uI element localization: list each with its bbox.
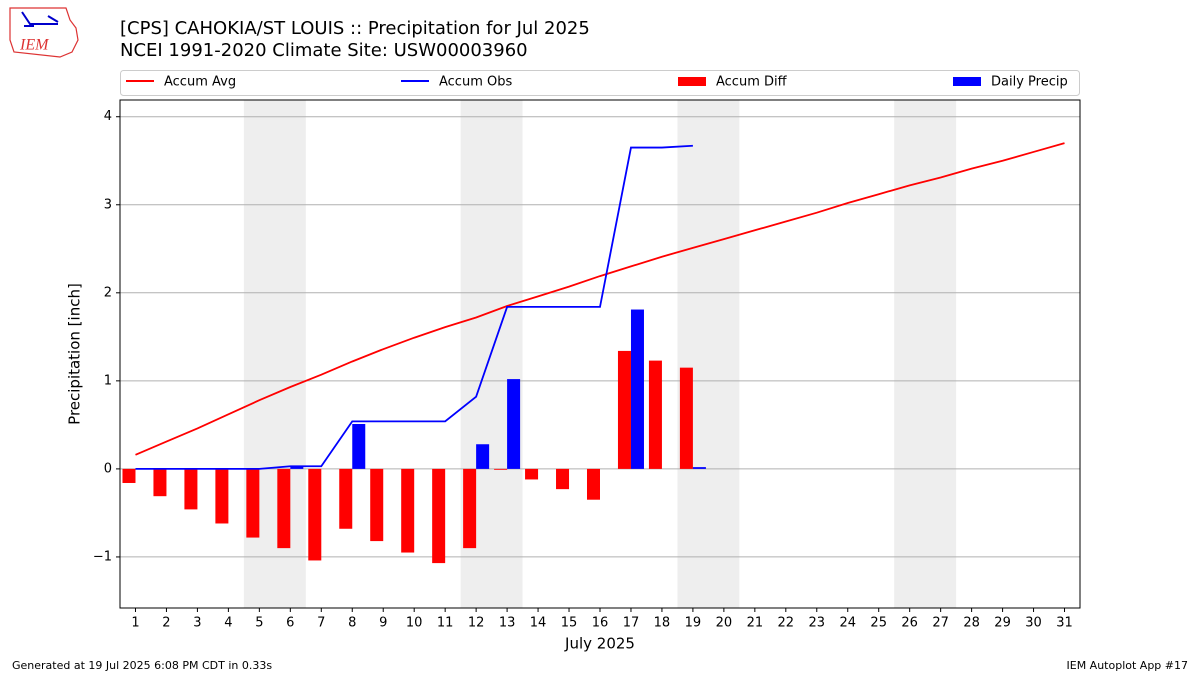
x-tick-label: 16 bbox=[592, 616, 609, 631]
chart-title: [CPS] CAHOKIA/ST LOUIS :: Precipitation … bbox=[120, 18, 590, 39]
legend-label: Accum Avg bbox=[164, 75, 236, 90]
x-tick-label: 2 bbox=[162, 616, 170, 631]
logo: IEM bbox=[9, 7, 79, 58]
x-tick-label: 26 bbox=[901, 616, 918, 631]
bar bbox=[556, 468, 570, 490]
x-tick-label: 19 bbox=[685, 616, 702, 631]
legend-label: Accum Diff bbox=[716, 75, 788, 90]
bar bbox=[463, 468, 477, 549]
bar bbox=[679, 367, 693, 469]
x-tick-label: 6 bbox=[286, 616, 294, 631]
bar bbox=[401, 468, 415, 553]
bar bbox=[648, 360, 662, 469]
x-tick-label: 1 bbox=[131, 616, 139, 631]
y-tick-label: 1 bbox=[104, 373, 112, 388]
x-tick-label: 5 bbox=[255, 616, 263, 631]
x-tick-label: 23 bbox=[809, 616, 826, 631]
y-tick-label: 0 bbox=[104, 461, 112, 476]
line bbox=[135, 144, 693, 470]
bar bbox=[352, 423, 366, 469]
legend-swatch bbox=[678, 77, 706, 86]
x-tick-label: 29 bbox=[994, 616, 1011, 631]
x-tick-label: 22 bbox=[778, 616, 795, 631]
bar bbox=[494, 468, 508, 470]
x-tick-label: 3 bbox=[193, 616, 201, 631]
x-tick-label: 27 bbox=[932, 616, 949, 631]
logo-text: IEM bbox=[19, 37, 50, 54]
weekend-shade bbox=[894, 100, 957, 608]
chart-subtitle: NCEI 1991-2020 Climate Site: USW00003960 bbox=[120, 40, 528, 61]
y-axis-label: Precipitation [inch] bbox=[66, 283, 84, 425]
footer-left: Generated at 19 Jul 2025 6:08 PM CDT in … bbox=[12, 659, 272, 672]
bar bbox=[215, 468, 229, 524]
bar bbox=[277, 468, 291, 549]
bar bbox=[692, 467, 706, 469]
bar bbox=[586, 468, 600, 500]
x-tick-label: 12 bbox=[468, 616, 485, 631]
bar bbox=[525, 468, 539, 480]
bar bbox=[246, 468, 260, 538]
legend-box bbox=[120, 70, 1080, 96]
bar bbox=[290, 466, 304, 469]
x-tick-label: 14 bbox=[530, 616, 547, 631]
y-tick-label: 4 bbox=[104, 109, 112, 124]
bar bbox=[184, 468, 198, 510]
bar bbox=[617, 350, 631, 469]
x-tick-label: 25 bbox=[870, 616, 887, 631]
plot-frame bbox=[119, 99, 1081, 609]
bar bbox=[339, 468, 353, 529]
x-tick-label: 30 bbox=[1025, 616, 1042, 631]
x-tick-label: 20 bbox=[716, 616, 733, 631]
x-tick-label: 21 bbox=[747, 616, 764, 631]
legend-label: Accum Obs bbox=[439, 75, 512, 90]
line bbox=[135, 142, 1065, 456]
bar bbox=[507, 379, 521, 469]
legend-label: Daily Precip bbox=[991, 75, 1068, 90]
x-tick-label: 31 bbox=[1056, 616, 1073, 631]
bar bbox=[476, 444, 490, 469]
bar bbox=[370, 468, 384, 542]
x-tick-label: 11 bbox=[437, 616, 454, 631]
x-tick-label: 9 bbox=[379, 616, 387, 631]
x-tick-label: 7 bbox=[317, 616, 325, 631]
weekend-shade bbox=[677, 100, 740, 608]
x-tick-label: 10 bbox=[406, 616, 423, 631]
bar bbox=[432, 468, 446, 564]
bar bbox=[308, 468, 322, 561]
footer-right: IEM Autoplot App #17 bbox=[1067, 659, 1189, 672]
x-tick-label: 13 bbox=[499, 616, 516, 631]
x-tick-label: 28 bbox=[963, 616, 980, 631]
x-tick-label: 18 bbox=[654, 616, 671, 631]
y-tick-label: −1 bbox=[93, 549, 112, 564]
bar bbox=[630, 309, 644, 469]
x-axis-label: July 2025 bbox=[564, 635, 635, 653]
x-tick-label: 17 bbox=[623, 616, 640, 631]
bar bbox=[122, 468, 136, 483]
y-tick-label: 3 bbox=[104, 197, 112, 212]
x-tick-label: 4 bbox=[224, 616, 232, 631]
legend-swatch bbox=[953, 77, 981, 86]
x-tick-label: 15 bbox=[561, 616, 578, 631]
bar bbox=[153, 468, 167, 497]
x-tick-label: 8 bbox=[348, 616, 356, 631]
x-tick-label: 24 bbox=[839, 616, 856, 631]
y-tick-label: 2 bbox=[104, 285, 112, 300]
